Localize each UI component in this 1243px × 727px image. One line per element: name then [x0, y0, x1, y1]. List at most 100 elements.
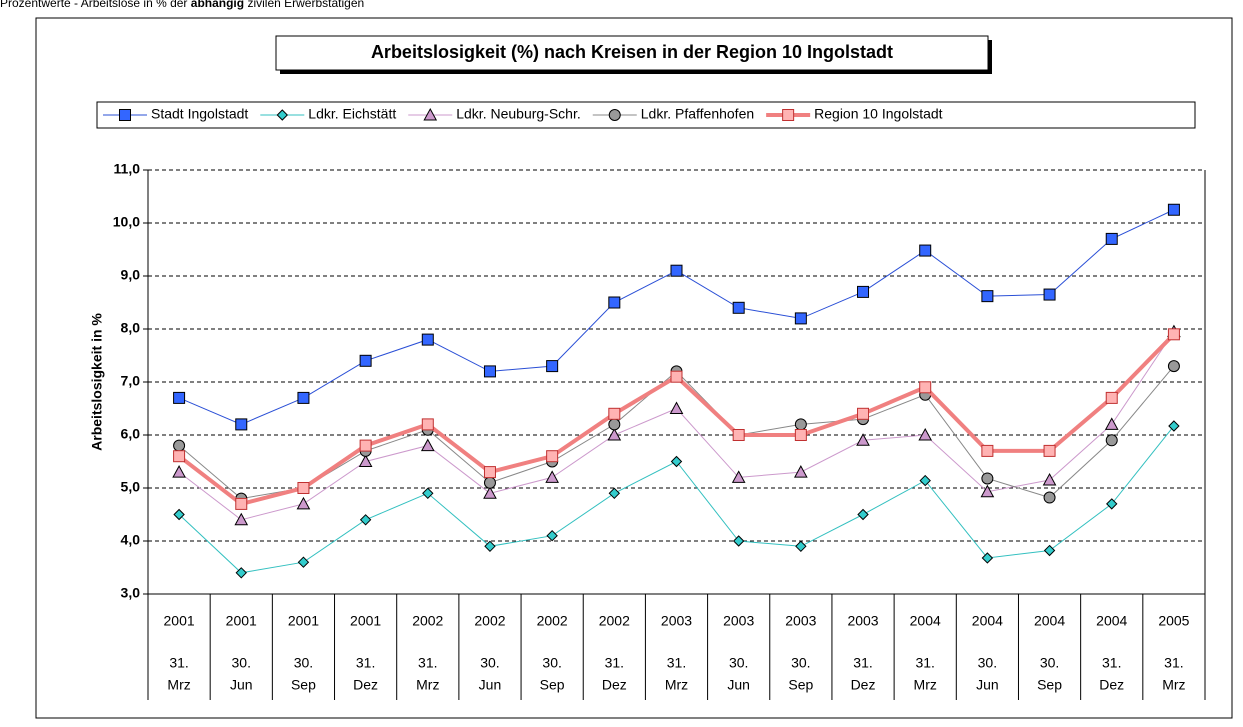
legend-label: Ldkr. Eichstätt [308, 106, 396, 122]
legend-label: Ldkr. Neuburg-Schr. [456, 106, 581, 122]
marker [359, 439, 372, 452]
marker [235, 418, 248, 431]
x-tick-label: 31. [915, 655, 934, 671]
x-tick-label: Jun [230, 677, 253, 693]
y-tick-label: 5,0 [121, 479, 141, 495]
marker [608, 296, 621, 309]
marker [483, 476, 496, 489]
x-tick-label: 31. [853, 655, 872, 671]
marker [919, 474, 931, 487]
marker [919, 244, 932, 257]
x-tick-label: Jun [976, 677, 999, 693]
marker [484, 540, 496, 553]
marker [794, 429, 807, 441]
marker [296, 496, 311, 510]
y-tick-label: 10,0 [113, 214, 140, 230]
marker [732, 429, 745, 441]
series-line [178, 331, 1175, 521]
marker [359, 514, 372, 526]
note-part: abhängig [191, 0, 244, 10]
note-part: zivilen Erwerbstätigen [247, 0, 364, 10]
marker [1167, 360, 1180, 373]
x-tick-label: Dez [1099, 677, 1124, 693]
marker [1106, 498, 1118, 510]
marker [732, 301, 745, 314]
x-tick-label: 30. [232, 655, 251, 671]
x-tick-label: 30. [480, 655, 499, 671]
marker [731, 470, 746, 483]
x-tick-label: 30. [1040, 655, 1059, 671]
x-tick-label: 30. [294, 655, 313, 671]
x-tick-label: Sep [1037, 677, 1062, 693]
x-tick-label: Jun [479, 677, 502, 693]
x-tick-label: 30. [791, 655, 810, 671]
marker [981, 290, 994, 303]
x-tick-label: Mrz [416, 677, 439, 693]
marker [608, 109, 621, 121]
marker [1043, 444, 1056, 457]
x-tick-label: Mrz [914, 677, 937, 693]
marker [276, 109, 289, 121]
marker [1105, 232, 1118, 245]
marker [119, 109, 131, 121]
marker [1104, 417, 1119, 430]
y-tick-label: 4,0 [121, 532, 141, 548]
marker [1105, 391, 1118, 404]
x-tick-label: 30. [729, 655, 748, 671]
marker [919, 381, 932, 394]
x-tick-label: 31. [356, 655, 375, 671]
x-tick-label: 2001 [350, 613, 381, 629]
x-tick-label: Dez [851, 677, 876, 693]
x-tick-label: 31. [1164, 655, 1183, 671]
x-tick-label: Dez [602, 677, 627, 693]
marker [782, 109, 795, 121]
marker [483, 365, 496, 378]
marker [234, 512, 249, 526]
x-tick-label: 30. [978, 655, 997, 671]
marker [607, 427, 622, 441]
marker [608, 418, 621, 431]
x-tick-label: Sep [540, 677, 565, 693]
chart-title: Arbeitslosigkeit (%) nach Kreisen in der… [371, 42, 893, 62]
series-line [177, 332, 1176, 507]
note: Prozentwerte - Arbeitslose in % der abhä… [0, 0, 364, 10]
x-tick-label: 2003 [661, 613, 692, 629]
marker [546, 450, 559, 463]
marker [669, 401, 684, 414]
marker [173, 450, 186, 463]
x-tick-label: Mrz [665, 677, 688, 693]
marker [1043, 491, 1056, 504]
marker [981, 552, 994, 564]
marker [421, 418, 434, 431]
x-tick-label: Jun [727, 677, 750, 693]
marker [608, 487, 621, 500]
marker [173, 439, 186, 452]
x-tick-label: Sep [291, 677, 316, 693]
marker [359, 354, 372, 367]
marker [173, 508, 185, 521]
y-tick-label: 7,0 [121, 373, 141, 389]
marker [1168, 420, 1180, 432]
marker [980, 484, 995, 498]
marker [794, 312, 807, 325]
marker [358, 454, 373, 467]
marker [732, 535, 745, 547]
x-tick-label: Sep [788, 677, 813, 693]
x-tick-label: 2003 [847, 613, 878, 629]
x-tick-label: 2002 [412, 613, 443, 629]
marker [1043, 544, 1056, 557]
marker [857, 407, 870, 420]
chart-frame [35, 17, 1233, 719]
y-tick-label: 8,0 [121, 320, 141, 336]
marker [546, 360, 559, 373]
marker [546, 529, 558, 542]
marker [1043, 288, 1056, 301]
x-tick-label: 2004 [1034, 613, 1065, 629]
x-tick-label: 31. [605, 655, 624, 671]
title-box [275, 35, 989, 71]
x-tick-label: Mrz [1162, 677, 1185, 693]
series-line [178, 365, 1175, 500]
x-tick-label: 2001 [164, 613, 195, 629]
marker [483, 486, 497, 499]
